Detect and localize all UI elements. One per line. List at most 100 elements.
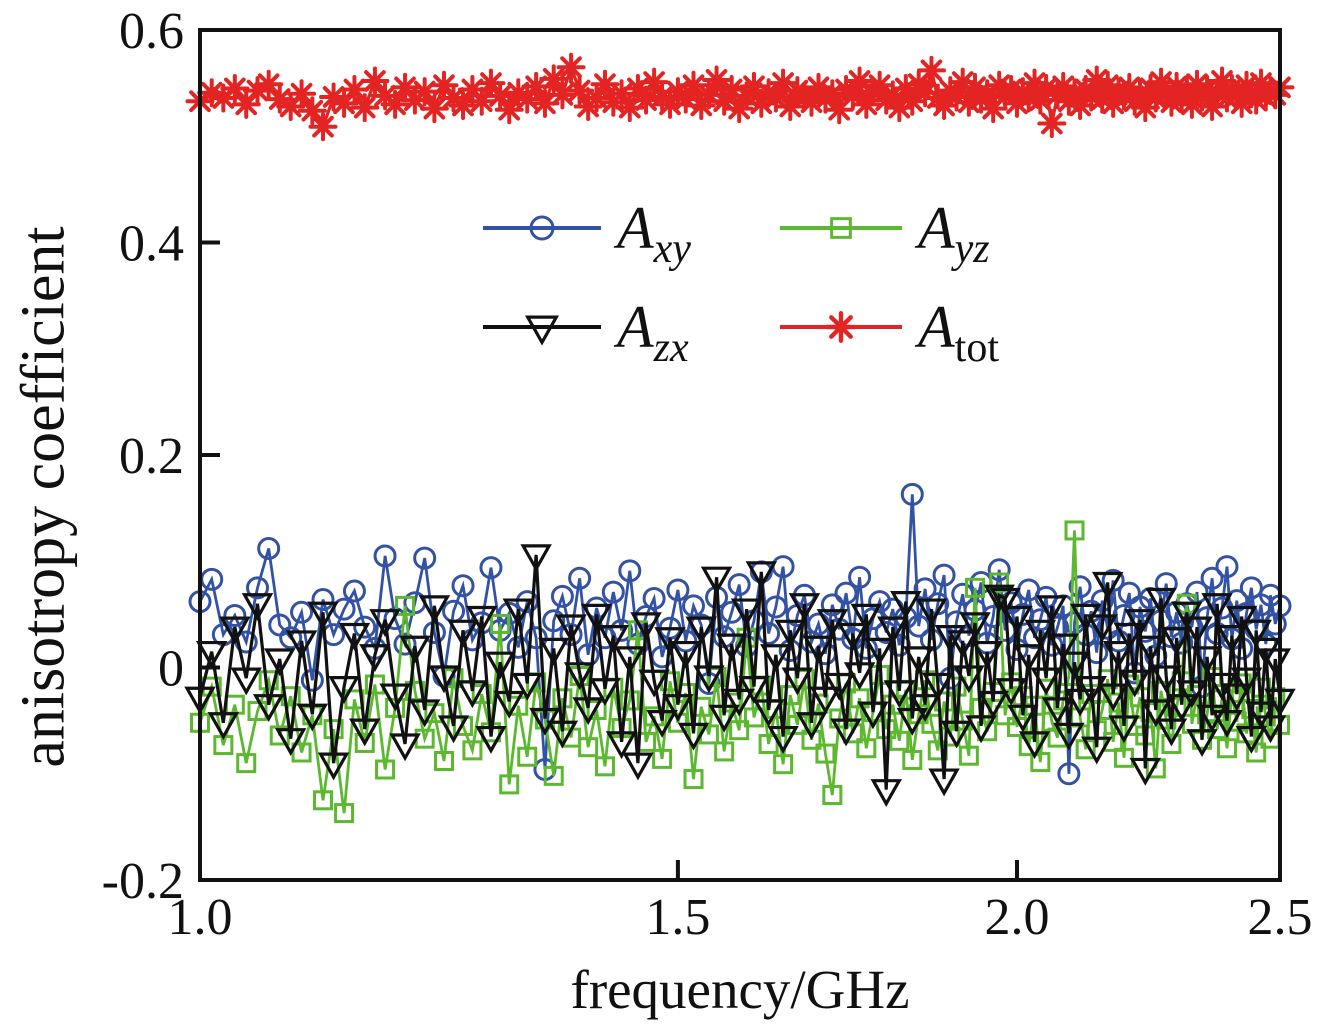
marker-triangle-down: [708, 704, 740, 733]
marker-asterisk: [1037, 109, 1067, 138]
marker-triangle-down: [1129, 757, 1162, 786]
marker-triangle-down: [1176, 680, 1208, 709]
marker-circle: [848, 565, 872, 589]
marker-circle: [618, 559, 642, 583]
marker-circle: [373, 544, 397, 568]
marker-asterisk: [220, 73, 250, 103]
marker-triangle-down: [359, 644, 391, 673]
marker-triangle-down: [597, 625, 630, 653]
marker-square: [269, 725, 290, 746]
marker-triangle-down: [296, 703, 329, 732]
marker-triangle-down: [850, 603, 883, 632]
marker-triangle-down: [252, 694, 285, 722]
marker-square: [1030, 752, 1051, 773]
marker-triangle-down: [1230, 667, 1263, 696]
marker-triangle-down: [1240, 619, 1272, 648]
marker-square: [517, 746, 538, 767]
x-tick-label: 2.5: [1248, 889, 1313, 946]
marker-triangle-down: [1134, 635, 1167, 664]
series-A_tot: [185, 52, 1295, 142]
marker-triangle-down: [348, 718, 381, 747]
marker-triangle-down: [285, 630, 318, 659]
marker-triangle-down: [1097, 683, 1129, 712]
legend-label-main: A: [914, 294, 955, 360]
marker-square: [1018, 736, 1039, 757]
legend-label-sub: yz: [951, 226, 990, 272]
marker-asterisk: [556, 52, 586, 82]
legend-item-A_tot: Atot: [780, 294, 999, 371]
marker-square: [236, 753, 257, 774]
marker-triangle-down: [677, 722, 710, 751]
marker-circle: [601, 580, 625, 604]
marker-square: [258, 670, 279, 691]
marker-triangle-down: [837, 622, 869, 651]
legend-label: Azx: [613, 294, 689, 371]
marker-asterisk: [329, 88, 359, 118]
marker-asterisk: [1093, 70, 1123, 100]
marker-circle: [279, 626, 303, 650]
marker-triangle-down: [816, 609, 849, 637]
marker-square: [652, 748, 673, 769]
marker-square: [773, 754, 794, 775]
legend-item-A_yz: Ayz: [780, 195, 990, 272]
marker-triangle-down: [723, 688, 755, 717]
marker-triangle-down: [1007, 704, 1039, 733]
marker-triangle-down: [1075, 676, 1107, 704]
marker-square: [822, 785, 843, 805]
legend-label-sub: zx: [653, 325, 689, 371]
marker-triangle-down: [408, 699, 441, 728]
marker-triangle-down: [1024, 619, 1057, 648]
marker-triangle-down: [1108, 715, 1140, 744]
marker-triangle-down: [669, 640, 702, 669]
marker-square: [1161, 734, 1182, 754]
marker-triangle-down: [1102, 640, 1135, 669]
marker-triangle-down: [1001, 605, 1033, 634]
marker-square: [1216, 738, 1237, 759]
marker-triangle-down: [555, 614, 587, 643]
marker-triangle-down: [195, 640, 228, 669]
marker-square: [1064, 520, 1085, 541]
marker-circle: [900, 482, 924, 506]
x-axis-label: frequency/GHz: [570, 959, 910, 1020]
marker-square: [375, 759, 396, 780]
marker-square: [729, 720, 750, 741]
y-tick-label: 0.2: [119, 428, 184, 485]
marker-triangle-down: [418, 595, 451, 624]
marker-circle: [727, 573, 751, 597]
marker-circle: [820, 593, 844, 617]
marker-circle: [981, 605, 1005, 628]
marker-asterisk: [287, 79, 317, 109]
marker-triangle-down: [896, 707, 929, 736]
marker-square: [902, 749, 923, 770]
marker-asterisk: [916, 55, 946, 85]
marker-triangle-down: [715, 633, 748, 662]
marker-asterisk: [547, 80, 577, 110]
legend-label-main: A: [613, 195, 654, 261]
marker-square: [743, 707, 764, 728]
y-tick-label: 0: [158, 641, 184, 698]
marker-triangle-down: [752, 699, 785, 728]
marker-triangle-down: [1036, 595, 1068, 624]
marker-asterisk: [429, 70, 459, 100]
legend-label: Atot: [914, 294, 999, 371]
series-A_zx-line: [198, 554, 1282, 790]
marker-square: [876, 719, 897, 740]
marker-asterisk: [350, 93, 380, 123]
marker-circle: [542, 609, 566, 633]
marker-circle: [529, 215, 555, 241]
marker-triangle-down: [915, 598, 948, 627]
marker-square: [736, 627, 757, 648]
marker-square: [842, 723, 863, 744]
marker-triangle-down: [809, 686, 842, 715]
marker-triangle-down: [484, 651, 516, 680]
marker-circle: [1090, 589, 1114, 613]
marker-square: [499, 774, 520, 795]
marker-square: [490, 613, 511, 634]
y-axis-label: anisotropy coefficient: [9, 226, 78, 768]
marker-triangle-down: [580, 603, 613, 632]
marker-triangle-down: [399, 635, 431, 664]
marker-triangle-down: [830, 718, 862, 747]
marker-square: [683, 769, 704, 790]
marker-square: [889, 730, 910, 751]
marker-triangle-down: [767, 725, 799, 754]
